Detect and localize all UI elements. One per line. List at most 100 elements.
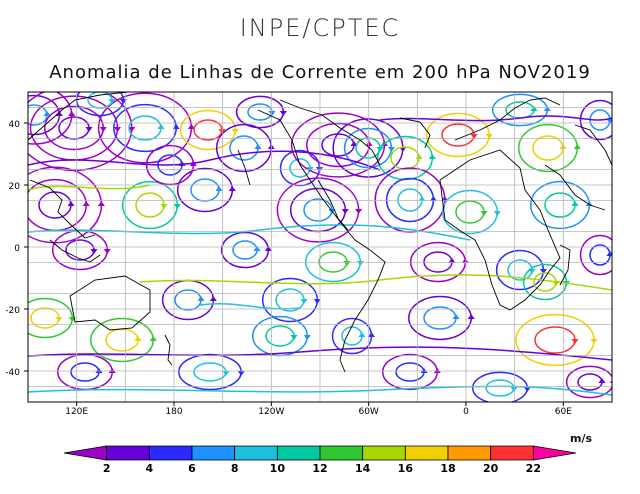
streamline-arrow	[97, 201, 105, 206]
streamline-arrow	[585, 201, 593, 206]
streamline-arrow	[128, 127, 136, 132]
streamline-arrow	[264, 246, 272, 251]
streamline-arrow	[452, 314, 460, 319]
legend-swatch	[276, 445, 321, 461]
longitude-axis: 120E 180 120W 60W 0 60E	[65, 402, 572, 417]
streamline-arrow	[448, 258, 456, 263]
streamline-arrow	[55, 111, 63, 116]
lat-tick-label: -40	[5, 368, 20, 378]
streamline-arrow	[467, 314, 475, 319]
streamline-arrow	[215, 186, 223, 191]
coastline	[69, 275, 151, 331]
legend-label: 16	[398, 462, 414, 475]
streamline-arrow	[573, 144, 581, 149]
legend-swatch	[532, 445, 577, 461]
legend-swatch	[362, 445, 406, 461]
coastline	[334, 214, 386, 373]
latitude-axis: 40 20 0 -20 -40	[5, 120, 28, 378]
legend-swatch	[490, 445, 534, 461]
streamline-arrow	[590, 339, 598, 344]
streamline-arrow	[68, 111, 76, 116]
streamline-arrow	[231, 129, 239, 134]
streamline-arrow	[303, 335, 311, 340]
streamline-arrow	[510, 387, 518, 392]
coastline	[454, 97, 561, 141]
streamline-arrow	[134, 336, 142, 341]
streamline-arrow	[399, 147, 407, 152]
streamline-arrow	[313, 299, 321, 304]
streamline-arrow	[368, 332, 375, 337]
legend-swatch	[447, 445, 492, 461]
streamline-arrow	[279, 111, 287, 116]
grid	[28, 92, 612, 402]
legend-swatch	[191, 445, 236, 461]
streamline-arrow	[95, 368, 103, 373]
legend-label: 20	[483, 462, 499, 475]
plot-area	[27, 91, 623, 403]
streamline-arrow	[108, 368, 116, 373]
streamline	[28, 224, 471, 241]
streamline-arrow	[187, 124, 195, 129]
streamline-arrow	[530, 106, 538, 111]
streamline-arrow	[67, 201, 75, 206]
streamline-arrow	[114, 127, 121, 132]
streamline	[579, 99, 612, 141]
legend-swatch	[234, 445, 278, 461]
streamline-arrow	[160, 204, 168, 209]
map-title: Anomalia de Linhas de Corrente em 200 hP…	[49, 62, 591, 83]
streamline-arrow	[222, 371, 230, 376]
color-legend	[63, 445, 577, 461]
coastline	[237, 149, 251, 186]
legend-label: 2	[103, 462, 111, 475]
coastline	[439, 149, 561, 311]
streamline-arrow	[237, 371, 245, 376]
streamline-arrow	[543, 106, 551, 111]
streamline-arrow	[616, 119, 623, 124]
lon-tick-label: 0	[463, 407, 469, 417]
streamline-arrow	[493, 211, 501, 216]
streamline-arrow	[523, 387, 531, 392]
streamline-arrow	[290, 335, 298, 340]
legend-swatch	[404, 445, 449, 461]
streamline	[139, 274, 612, 291]
lat-tick-label: 20	[9, 182, 21, 192]
streamline-arrow	[485, 134, 493, 139]
streamline-arrow	[172, 124, 180, 129]
streamline	[28, 150, 381, 171]
streamline-arrow	[108, 99, 116, 104]
streamline-arrow	[428, 154, 436, 159]
streamline-arrow	[616, 251, 623, 256]
streamline-arrow	[254, 144, 262, 149]
color-legend-labels: 2 4 6 8 10 12 14 16 18 20 22	[103, 462, 541, 475]
streamline-arrow	[480, 211, 488, 216]
streamline	[565, 365, 612, 399]
streamline-arrow	[173, 204, 181, 209]
coastline	[317, 179, 339, 219]
streamline-arrow	[571, 201, 579, 206]
streamline-arrow	[300, 299, 308, 304]
coastline	[257, 109, 349, 231]
coastline	[574, 124, 612, 166]
streamline-arrow	[420, 368, 428, 373]
streamline-arrow	[228, 186, 236, 191]
streamline-arrow	[85, 127, 93, 132]
streamline-arrow	[341, 209, 349, 214]
streamline-arrow	[197, 296, 205, 301]
streamline-arrow	[606, 251, 612, 256]
legend-label: 10	[270, 462, 286, 475]
streamline	[379, 115, 612, 122]
coastline	[28, 92, 129, 141]
streamline-arrow	[470, 134, 478, 139]
streamline-arrow	[528, 269, 536, 274]
streamline-arrow	[90, 249, 98, 254]
streamline-arrow	[99, 127, 107, 132]
legend-swatch	[148, 445, 193, 461]
streamline-arrow	[55, 317, 63, 322]
streamline	[28, 346, 612, 361]
streamline-arrow	[350, 141, 358, 146]
coastlines	[28, 92, 612, 373]
legend-swatch	[319, 445, 364, 461]
coastline	[559, 244, 571, 286]
legend-label: 12	[312, 462, 327, 475]
